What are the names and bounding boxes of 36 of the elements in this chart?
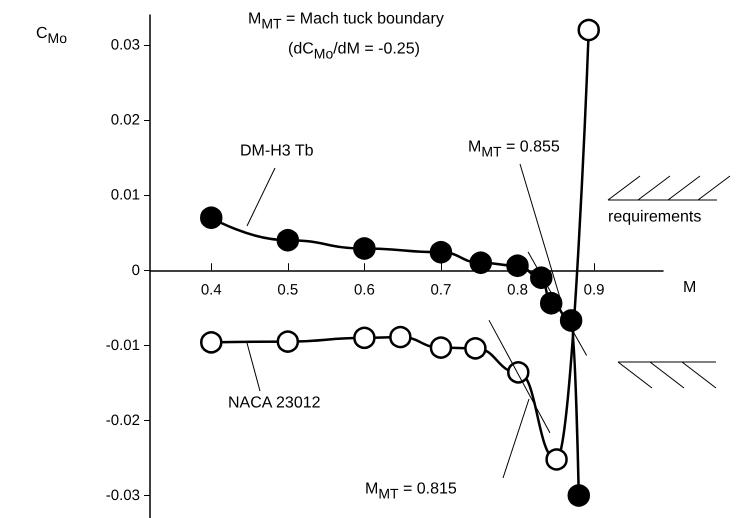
y-tick-label: -0.02 [106,412,140,429]
x-tick-label: 0.8 [507,281,528,298]
x-tick-label: 0.4 [200,281,222,298]
y-tick-label: -0.03 [106,486,140,504]
y-tick-label: 0 [132,262,140,279]
point [578,18,600,42]
text: NACA 23012 [228,394,321,412]
y-tick-label: 0.03 [110,36,140,54]
point [430,240,452,264]
point [530,266,553,290]
point [568,484,590,507]
point [389,326,412,348]
point [540,292,562,315]
point [507,361,530,384]
point [276,330,300,353]
y-tick-label: -0.01 [106,336,140,354]
annotation: requirements [608,208,702,226]
x-tick-label: 0.7 [430,281,452,298]
point [276,228,300,252]
y-tick-label: 0.01 [110,186,140,204]
point [200,206,223,229]
point [506,254,529,277]
x-tick-label: 0.9 [584,281,605,298]
point [353,326,376,350]
point [545,448,568,471]
point [430,336,452,359]
x-axis-title: M [683,278,696,296]
y-tick-label: 0.02 [110,112,140,129]
x-tick-label: 0.6 [354,281,375,298]
point [560,309,582,332]
point [353,237,376,260]
point [464,337,487,360]
text: DM-H3 Tb [240,142,314,160]
x-tick-label: 0.5 [277,281,298,298]
point [470,252,492,274]
point [200,331,223,354]
